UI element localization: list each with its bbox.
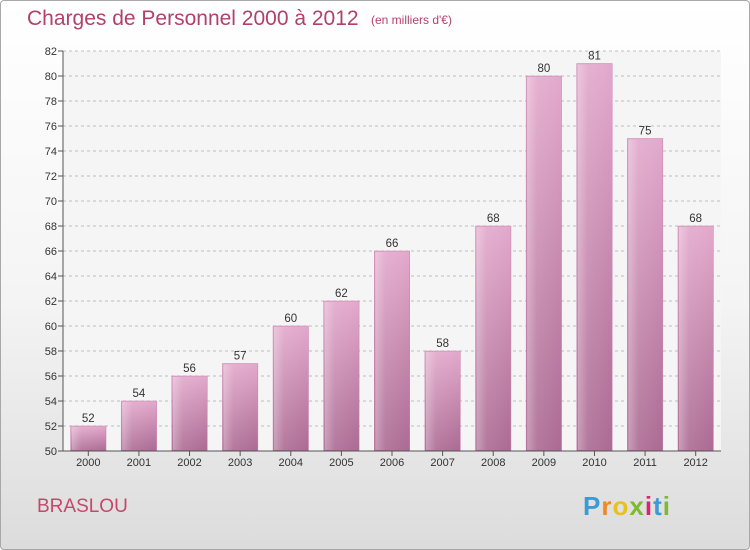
data-label: 75 xyxy=(639,126,652,138)
data-label: 57 xyxy=(234,351,247,363)
y-tick-label: 78 xyxy=(45,96,57,108)
data-label: 54 xyxy=(133,388,146,400)
y-tick-label: 74 xyxy=(45,146,57,158)
y-tick-label: 70 xyxy=(45,196,57,208)
data-label: 68 xyxy=(487,213,500,225)
x-tick-label: 2009 xyxy=(532,457,556,469)
logo-letter: i xyxy=(662,491,671,521)
y-tick-label: 50 xyxy=(45,446,57,458)
data-label: 68 xyxy=(689,213,702,225)
data-label: 80 xyxy=(537,63,550,75)
y-tick-label: 82 xyxy=(45,46,57,58)
data-label: 62 xyxy=(335,288,348,300)
chart-subtitle: (en milliers d'€) xyxy=(371,13,452,27)
logo-letter: o xyxy=(612,491,630,521)
bar-highlight xyxy=(223,364,257,450)
y-tick-label: 58 xyxy=(45,346,57,358)
bar-highlight xyxy=(375,252,409,450)
bar-highlight xyxy=(172,377,207,450)
place-name: BRASLOU xyxy=(37,496,128,517)
bar-highlight xyxy=(628,139,662,450)
bar-highlight xyxy=(678,227,713,450)
logo-letter: x xyxy=(629,491,645,521)
y-tick-label: 52 xyxy=(45,421,57,433)
chart-title: Charges de Personnel 2000 à 2012 xyxy=(27,7,359,30)
data-label: 66 xyxy=(386,238,399,250)
data-label: 81 xyxy=(588,51,601,63)
y-tick-label: 62 xyxy=(45,296,57,308)
y-tick-label: 56 xyxy=(45,371,57,383)
logo-letter: P xyxy=(583,491,602,521)
logo-letter: r xyxy=(601,491,613,521)
y-tick-label: 64 xyxy=(45,271,57,283)
y-tick-label: 54 xyxy=(45,396,57,408)
bar-highlight xyxy=(122,402,156,450)
bar-highlight xyxy=(71,427,106,450)
x-tick-label: 2005 xyxy=(329,457,353,469)
y-tick-label: 80 xyxy=(45,71,57,83)
x-tick-label: 2008 xyxy=(481,457,505,469)
y-tick-label: 68 xyxy=(45,221,57,233)
bar-highlight xyxy=(425,352,460,450)
y-tick-label: 72 xyxy=(45,171,57,183)
logo-letter: i xyxy=(644,491,654,521)
data-label: 56 xyxy=(183,363,196,375)
proxiti-logo: Proxiti xyxy=(583,491,671,522)
x-tick-label: 2011 xyxy=(633,457,657,469)
x-tick-label: 2000 xyxy=(76,457,100,469)
data-label: 60 xyxy=(284,313,297,325)
x-tick-label: 2006 xyxy=(380,457,404,469)
data-label: 58 xyxy=(436,338,449,350)
data-label: 52 xyxy=(82,413,95,425)
x-tick-label: 2002 xyxy=(177,457,201,469)
y-tick-label: 76 xyxy=(45,121,57,133)
x-tick-label: 2004 xyxy=(279,457,303,469)
y-tick-label: 66 xyxy=(45,246,57,258)
bar-highlight xyxy=(476,227,510,450)
bar-highlight xyxy=(527,77,561,450)
y-tick-label: 60 xyxy=(45,321,57,333)
bar-highlight xyxy=(274,327,308,450)
bar-highlight xyxy=(324,302,359,450)
logo-letter: t xyxy=(653,491,663,521)
x-tick-label: 2010 xyxy=(582,457,606,469)
x-tick-label: 2012 xyxy=(683,457,707,469)
x-tick-label: 2001 xyxy=(127,457,151,469)
x-tick-label: 2003 xyxy=(228,457,252,469)
x-tick-label: 2007 xyxy=(430,457,454,469)
bar-highlight xyxy=(577,64,612,450)
